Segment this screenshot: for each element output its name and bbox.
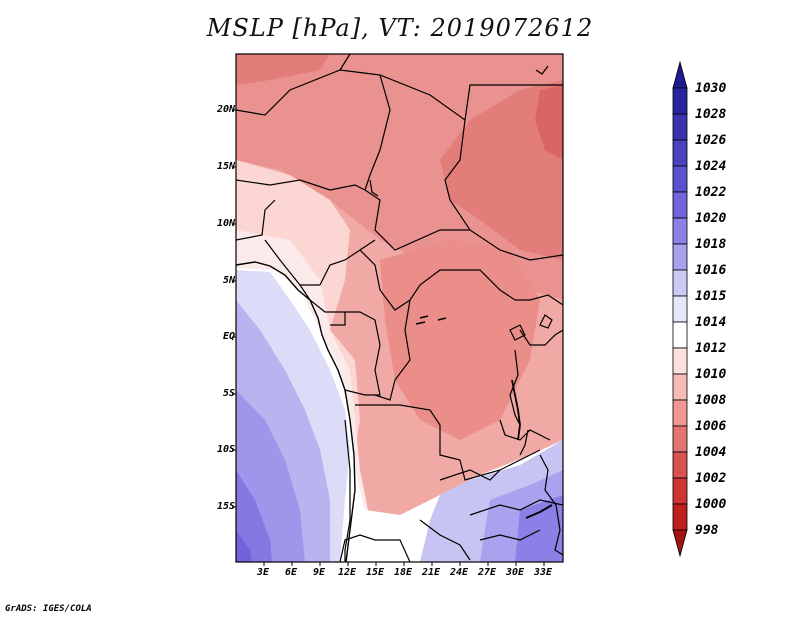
lon-label: 15E — [366, 567, 385, 578]
colorbar-level-label: 1002 — [695, 471, 727, 486]
colorbar-swatch — [672, 165, 688, 193]
colorbar-swatch — [672, 217, 688, 245]
colorbar-swatch — [672, 191, 688, 219]
lat-label: 5S — [222, 388, 235, 399]
map-frame — [235, 53, 564, 563]
colorbar-level-label: 1028 — [695, 107, 727, 122]
colorbar-level-label: 1010 — [695, 367, 727, 382]
lat-label: 5N — [222, 275, 235, 286]
lon-label: 33E — [534, 567, 553, 578]
colorbar — [672, 60, 688, 558]
lon-label: 24E — [450, 567, 469, 578]
lon-label: 9E — [313, 567, 326, 578]
colorbar-level-label: 1000 — [695, 497, 727, 512]
colorbar-swatch — [672, 477, 688, 505]
colorbar-swatch — [672, 139, 688, 167]
country-borders — [236, 54, 563, 562]
colorbar-level-label: 1014 — [695, 315, 727, 330]
colorbar-swatch — [672, 87, 688, 115]
colorbar-level-label: 1006 — [695, 419, 727, 434]
colorbar-swatch — [672, 451, 688, 479]
colorbar-level-label: 1026 — [695, 133, 727, 148]
colorbar-level-label: 1004 — [695, 445, 727, 460]
colorbar-swatch — [672, 425, 688, 453]
lon-label: 27E — [478, 567, 497, 578]
colorbar-level-label: 1030 — [695, 81, 727, 96]
colorbar-level-label: 1020 — [695, 211, 727, 226]
colorbar-swatch — [672, 269, 688, 297]
colorbar-swatch — [672, 113, 688, 141]
colorbar-swatch — [672, 373, 688, 401]
colorbar-swatch — [672, 243, 688, 271]
lon-label: 18E — [394, 567, 413, 578]
colorbar-swatch — [672, 399, 688, 427]
pressure-field — [236, 54, 563, 562]
lat-label: 10S — [216, 444, 235, 455]
axis-ticks — [232, 109, 545, 566]
lat-label: 10N — [216, 218, 235, 229]
colorbar-level-label: 1016 — [695, 263, 727, 278]
colorbar-level-label: 1022 — [695, 185, 727, 200]
colorbar-level-label: 1008 — [695, 393, 727, 408]
colorbar-level-label: 1018 — [695, 237, 727, 252]
colorbar-swatch — [672, 295, 688, 323]
lat-label: 15S — [216, 501, 235, 512]
lat-label: 15N — [216, 161, 235, 172]
lon-label: 30E — [506, 567, 525, 578]
colorbar-bottom-arrow — [672, 529, 688, 558]
lat-label: 20N — [216, 104, 235, 115]
map-title: MSLP [hPa], VT: 2019072612 — [206, 14, 594, 42]
lat-label: EQ — [222, 331, 235, 342]
lon-label: 3E — [257, 567, 270, 578]
colorbar-level-label: 1015 — [695, 289, 727, 304]
lon-label: 6E — [285, 567, 298, 578]
colorbar-swatch — [672, 321, 688, 349]
colorbar-level-label: 1012 — [695, 341, 727, 356]
colorbar-level-label: 998 — [695, 523, 719, 538]
colorbar-swatch — [672, 503, 688, 531]
colorbar-level-label: 1024 — [695, 159, 727, 174]
colorbar-top-arrow — [672, 60, 688, 89]
credit-text: GrADS: IGES/COLA — [5, 604, 92, 614]
colorbar-swatch — [672, 347, 688, 375]
lon-label: 21E — [422, 567, 441, 578]
lon-label: 12E — [338, 567, 357, 578]
